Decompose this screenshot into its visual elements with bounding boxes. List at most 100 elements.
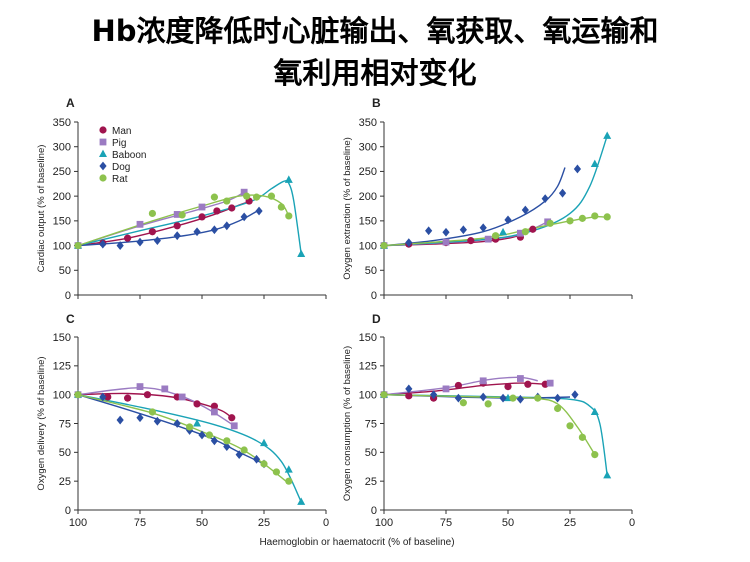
- point-pig-2: [484, 235, 492, 243]
- point-rat-legend: [99, 174, 107, 182]
- point-rat-2: [186, 423, 194, 431]
- point-man-2: [124, 234, 132, 242]
- point-rat-3: [509, 394, 517, 402]
- point-rat-7: [267, 192, 276, 200]
- point-rat-0: [380, 241, 388, 250]
- point-rat-2: [484, 400, 492, 408]
- point-man-6: [529, 225, 537, 233]
- point-man-5: [193, 400, 201, 408]
- point-baboon-4: [297, 497, 306, 505]
- panel-d-y-tick-label: 0: [371, 505, 377, 517]
- point-dog-11: [252, 454, 261, 464]
- legend-label-dog: Dog: [112, 162, 130, 173]
- panel-b-y-axis-label: Oxygen extraction (% of baseline): [342, 137, 353, 280]
- point-man-7: [228, 204, 236, 212]
- point-dog-5: [173, 231, 181, 241]
- point-dog-4: [153, 236, 161, 246]
- panel-d-letter: D: [372, 312, 381, 326]
- point-dog-1: [99, 392, 107, 402]
- fit-line-baboon: [77, 179, 302, 255]
- point-pig-1: [136, 383, 144, 390]
- panel-c-x-tick-label: 50: [196, 517, 208, 529]
- panel-d-y-tick-label: 125: [359, 361, 377, 373]
- panel-d-x-tick-label: 25: [564, 517, 576, 529]
- point-pig-5: [230, 422, 238, 430]
- fit-line-baboon: [77, 394, 302, 503]
- point-dog-1: [405, 238, 413, 248]
- point-rat-6: [591, 212, 599, 220]
- point-rat-5: [240, 446, 248, 454]
- point-rat-4: [223, 197, 231, 205]
- legend-label-pig: Pig: [112, 138, 126, 149]
- point-baboon-2: [260, 438, 268, 447]
- point-pig-1: [442, 385, 450, 393]
- point-dog-8: [554, 393, 562, 403]
- point-rat-3: [205, 431, 214, 439]
- panel-b-y-tick-label: 200: [359, 191, 377, 203]
- point-pig-3: [198, 203, 206, 211]
- panel-d-x-tick-label: 50: [502, 517, 514, 529]
- point-dog-8: [210, 436, 218, 446]
- legend-label-baboon: Baboon: [112, 150, 146, 161]
- fit-line-pig: [383, 376, 538, 396]
- point-baboon-3: [603, 471, 612, 479]
- point-rat-3: [546, 219, 554, 227]
- panel-a-y-axis-label: Cardiac output (% of baseline): [36, 145, 47, 273]
- point-rat-0: [74, 391, 82, 399]
- legend-label-rat: Rat: [112, 174, 128, 185]
- point-dog-7: [198, 430, 206, 440]
- point-rat-1: [492, 232, 500, 240]
- point-rat-8: [591, 451, 599, 459]
- panel-c: C 0 25 50 75 100 125 150 100 75 50 25 0 Oxygen delive…: [36, 312, 329, 529]
- point-dog-1: [405, 384, 413, 394]
- panel-b-y-tick-label: 150: [359, 216, 377, 228]
- point-dog-4: [153, 416, 161, 426]
- point-baboon-3: [603, 131, 612, 139]
- point-man-3: [143, 391, 152, 399]
- panel-c-x-tick-label: 0: [323, 517, 329, 529]
- panel-a-y-tick-label: 300: [53, 142, 71, 154]
- point-dog-10: [573, 164, 582, 174]
- point-dog-8: [541, 194, 549, 204]
- point-pig-4: [211, 408, 218, 416]
- point-man-3: [467, 237, 475, 245]
- fit-line-baboon: [383, 394, 608, 476]
- panel-d-y-tick-label: 150: [359, 332, 377, 344]
- point-rat-8: [285, 477, 293, 485]
- x-axis-label: Haemoglobin or haematocrit (% of baselin…: [259, 537, 454, 548]
- point-baboon-1: [499, 227, 508, 236]
- point-rat-6: [566, 422, 574, 430]
- panel-a-y-tick-label: 250: [53, 166, 71, 178]
- point-pig-3: [178, 393, 186, 401]
- point-baboon-2: [297, 249, 306, 257]
- panel-c-y-tick-label: 125: [53, 361, 71, 373]
- point-rat-2: [521, 228, 529, 236]
- panel-a-y-tick-label: 100: [53, 240, 71, 252]
- point-baboon-1: [284, 175, 293, 183]
- point-baboon-3: [284, 465, 293, 473]
- panel-c-letter: C: [66, 312, 75, 326]
- point-rat-0: [380, 391, 388, 399]
- point-baboon-2: [590, 407, 599, 415]
- panel-d: D 0 25 50 75 100 125 150 100 75 50 25 0 Oxygen consum…: [342, 312, 635, 529]
- point-pig-legend: [99, 138, 107, 146]
- point-man-1: [405, 392, 413, 400]
- point-dog-6: [193, 227, 201, 237]
- fit-line-rat: [77, 394, 290, 485]
- panel-a-y-tick-label: 0: [65, 290, 71, 302]
- point-man-5: [198, 213, 206, 221]
- fit-line-dog: [77, 394, 265, 465]
- point-rat-6: [252, 193, 261, 201]
- point-dog-2: [430, 390, 438, 400]
- point-baboon-2: [590, 159, 599, 168]
- point-rat-7: [578, 433, 587, 441]
- point-man-5: [504, 382, 512, 391]
- panel-d-y-tick-label: 100: [359, 389, 377, 401]
- panel-b-y-tick-label: 50: [365, 265, 377, 277]
- point-dog-3: [136, 413, 144, 423]
- point-baboon-1: [193, 419, 202, 427]
- panel-a-letter: A: [66, 96, 75, 110]
- panel-b-y-tick-label: 250: [359, 166, 377, 178]
- point-dog-3: [136, 237, 144, 247]
